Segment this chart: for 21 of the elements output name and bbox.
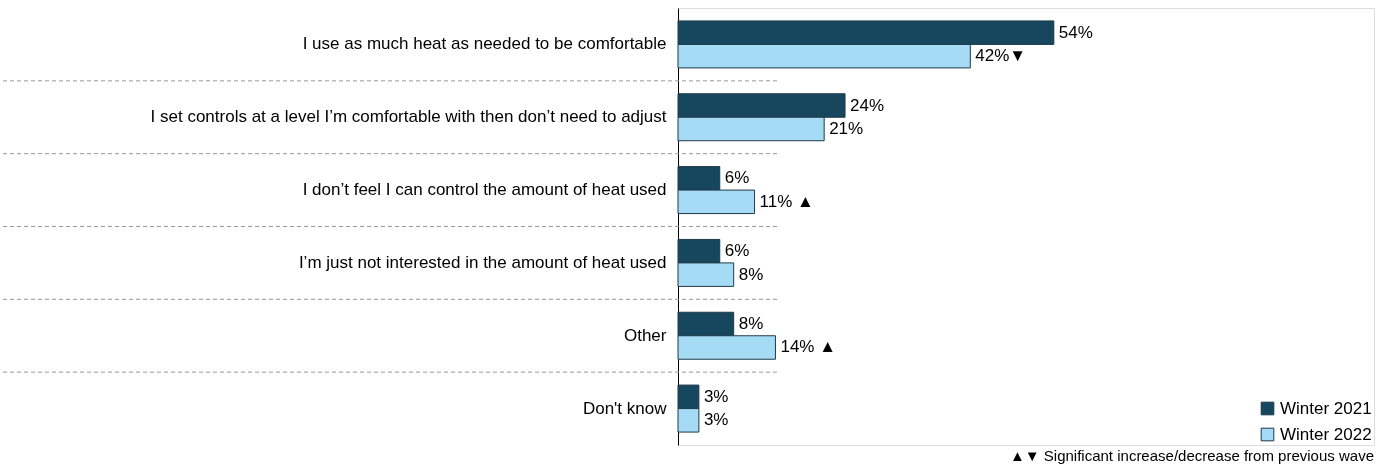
legend-label: Winter 2022 xyxy=(1280,424,1372,444)
y-tick-label: Don't know xyxy=(582,398,668,418)
data-label: 54% xyxy=(1058,22,1093,42)
y-tick-label: I don’t feel I can control the amount of heat used xyxy=(302,180,667,200)
data-label: 6% xyxy=(724,241,750,261)
data-label: 21% xyxy=(829,119,864,138)
data-label: 42%▼ xyxy=(975,46,1027,66)
y-tick-label: I set controls at a level I’m comfortable with then don’t need to adjust xyxy=(150,107,667,127)
data-label: 8% xyxy=(738,314,764,333)
y-tick-label: I’m just not interested in the amount of heat used xyxy=(298,252,667,272)
text: ▲▼ Significant increase/decrease from previous wave xyxy=(1009,447,1374,464)
data-label: 24% xyxy=(850,95,885,115)
y-tick-label: Other xyxy=(623,325,667,345)
y-tick-label: I use as much heat as needed to be comfortable xyxy=(302,34,667,54)
data-label: 8% xyxy=(738,264,764,284)
data-label: 6% xyxy=(724,168,750,188)
data-label: 14% ▲ xyxy=(780,337,837,357)
data-label: 3% xyxy=(703,410,729,430)
data-label: 11% ▲ xyxy=(759,191,814,211)
data-label: 3% xyxy=(703,386,729,406)
legend-label: Winter 2021 xyxy=(1280,398,1372,418)
